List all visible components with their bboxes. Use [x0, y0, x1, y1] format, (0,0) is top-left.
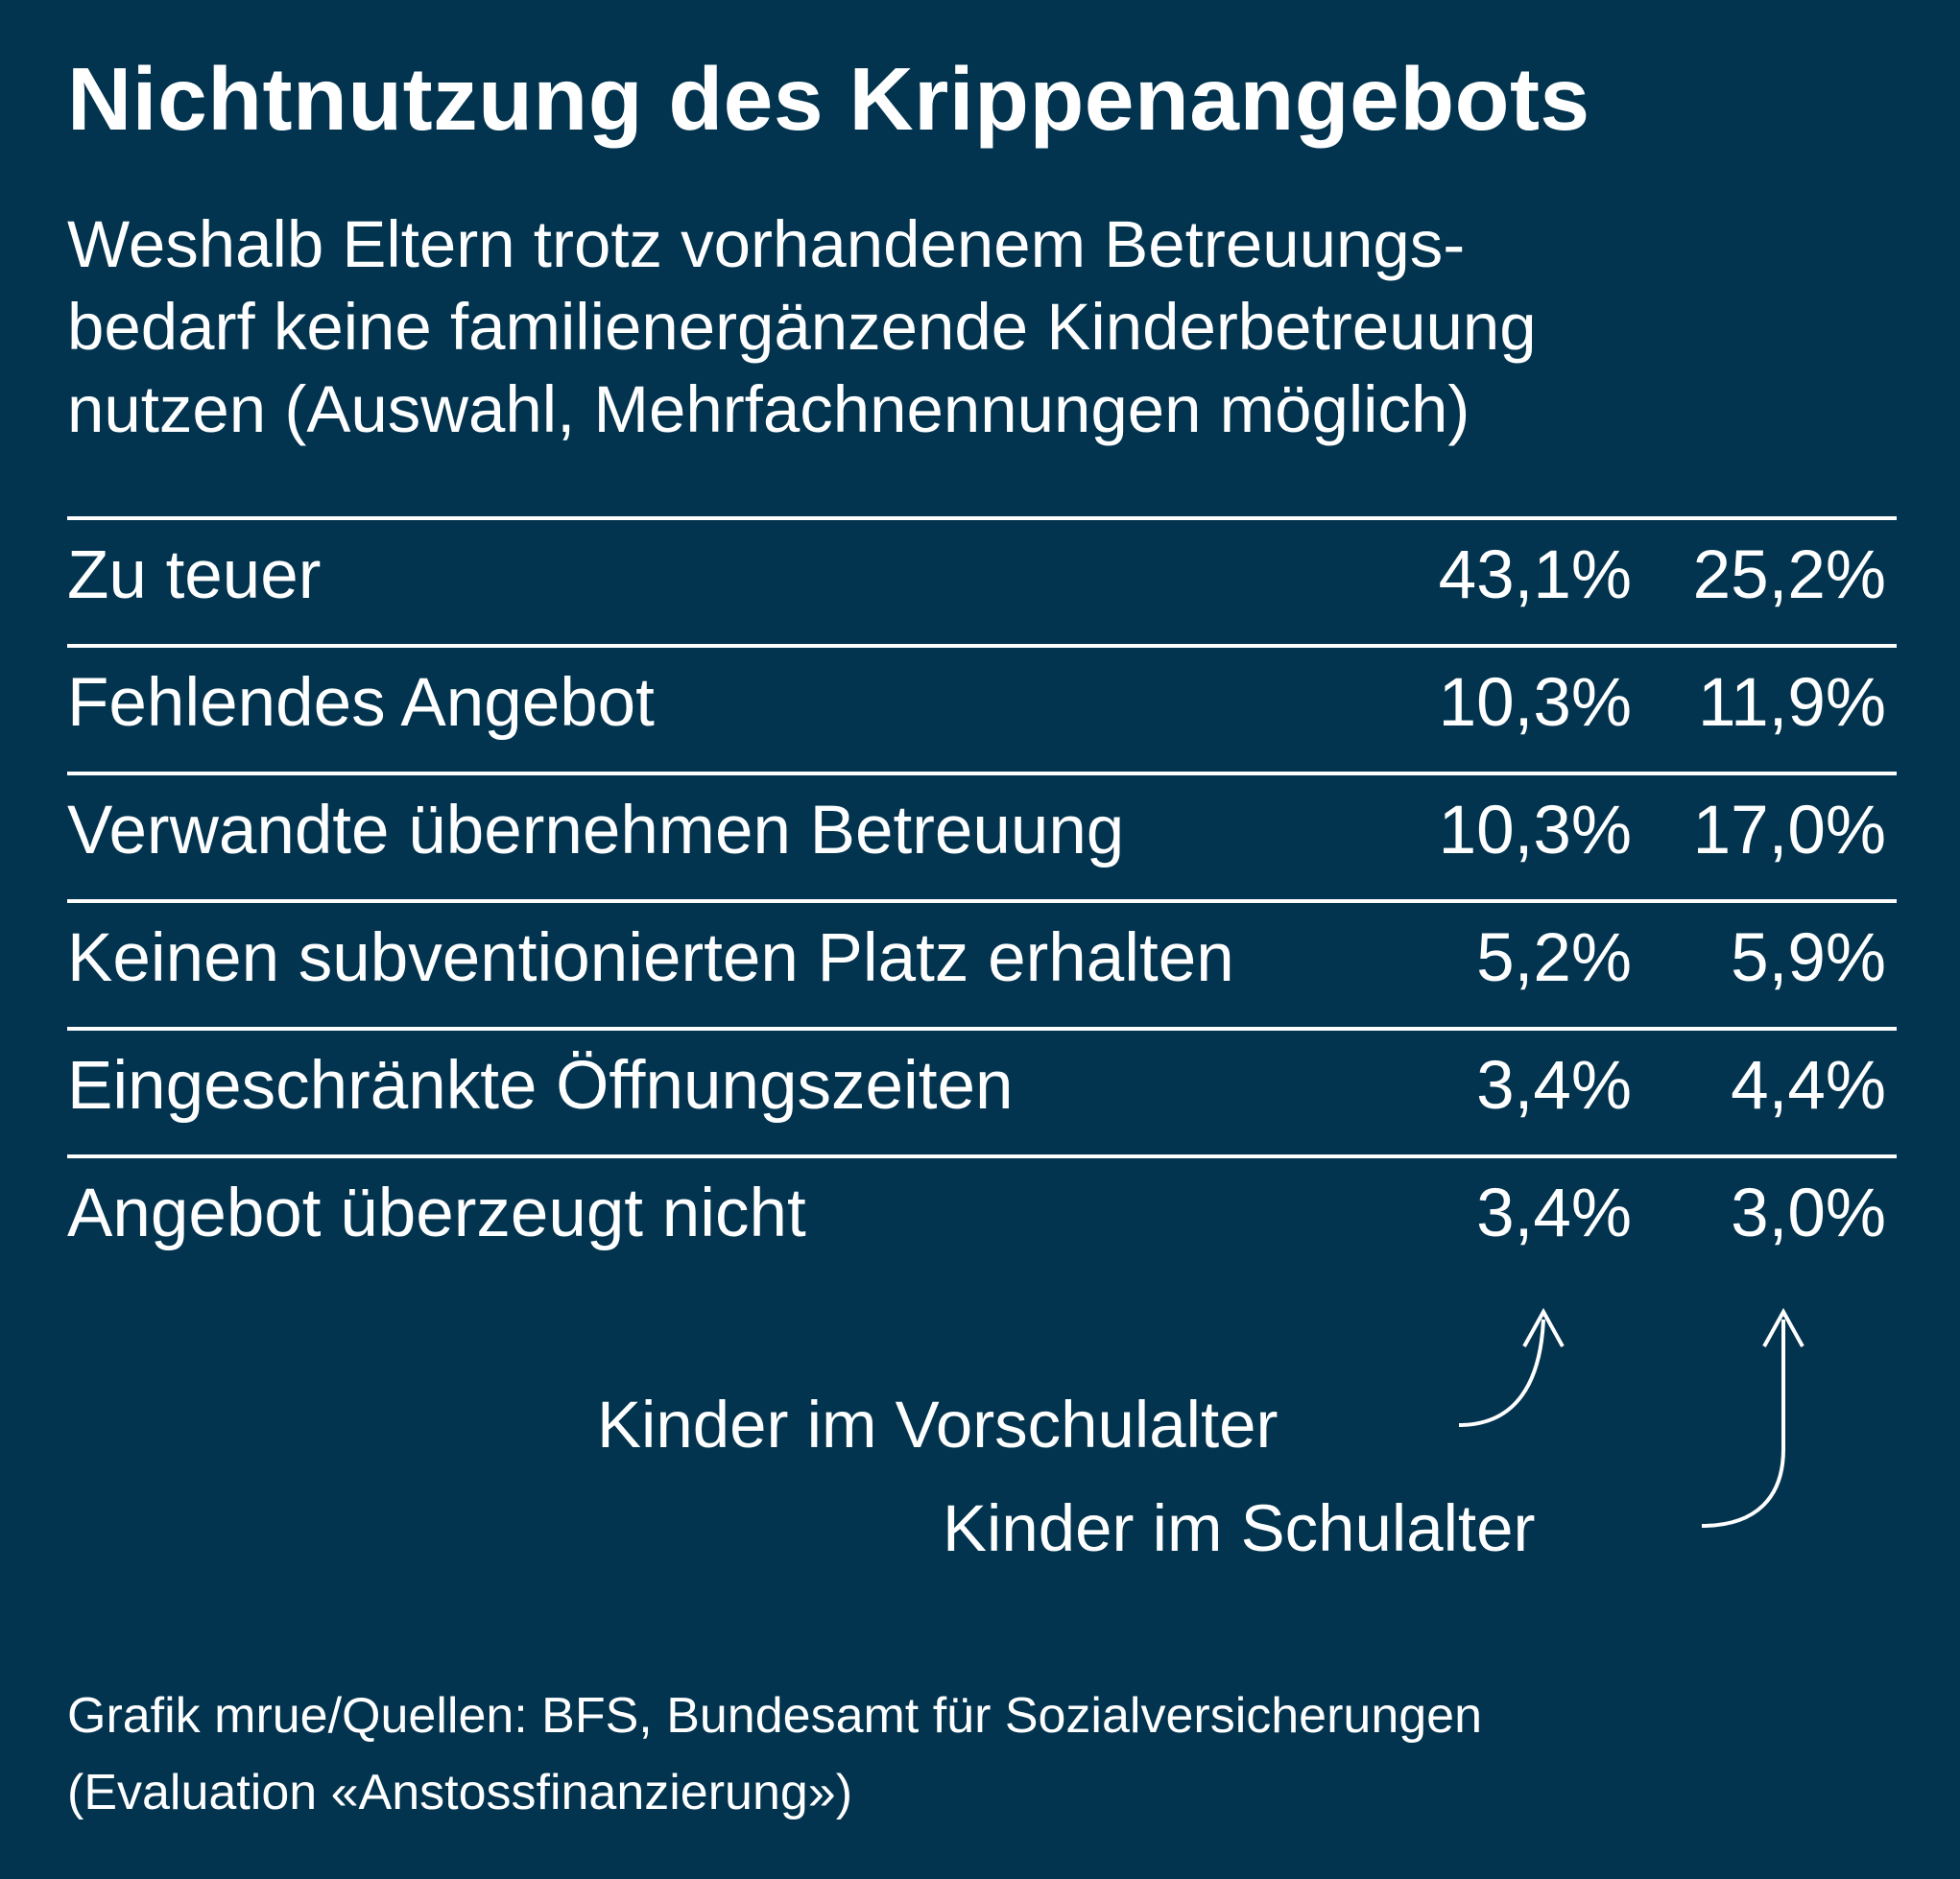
row-label: Eingeschränkte Öffnungszeiten: [67, 1048, 1014, 1124]
chart-subtitle: Weshalb Eltern trotz vorhandenem Betreuu…: [67, 203, 1891, 451]
arrowhead-schulalter: [1762, 1307, 1805, 1347]
value-vorschulalter: 10,3%: [1438, 793, 1632, 868]
row-label: Fehlendes Angebot: [67, 665, 655, 741]
row-label: Keinen subventionierten Platz erhalten: [67, 920, 1234, 996]
value-vorschulalter: 3,4%: [1476, 1176, 1632, 1251]
value-vorschulalter: 10,3%: [1438, 665, 1632, 741]
chart-title: Nichtnutzung des Krippenangebots: [67, 49, 1590, 149]
row-divider: [67, 644, 1897, 648]
value-schulalter: 5,9%: [1731, 920, 1886, 996]
row-label: Zu teuer: [67, 537, 322, 613]
legend-label-vorschulalter: Kinder im Vorschulalter: [597, 1388, 1279, 1462]
arrowhead-vorschulalter: [1522, 1307, 1565, 1347]
value-schulalter: 11,9%: [1697, 665, 1886, 741]
arrow-vorschulalter: [1458, 1319, 1545, 1427]
subtitle-line: nutzen (Auswahl, Mehrfachnennungen mögli…: [67, 372, 1470, 446]
row-divider: [67, 1154, 1897, 1158]
subtitle-line: bedarf keine familienergänzende Kinderbe…: [67, 290, 1537, 364]
row-label: Angebot überzeugt nicht: [67, 1176, 806, 1251]
row-label: Verwandte übernehmen Betreuung: [67, 793, 1125, 868]
value-vorschulalter: 3,4%: [1476, 1048, 1632, 1124]
value-schulalter: 3,0%: [1731, 1176, 1886, 1251]
row-divider: [67, 516, 1897, 520]
source-line: Grafik mrue/Quellen: BFS, Bundesamt für …: [67, 1688, 1483, 1744]
value-schulalter: 4,4%: [1731, 1048, 1886, 1124]
value-schulalter: 25,2%: [1692, 537, 1886, 613]
value-vorschulalter: 5,2%: [1476, 920, 1632, 996]
arrow-schulalter: [1701, 1320, 1785, 1528]
row-divider: [67, 772, 1897, 775]
source-note: Grafik mrue/Quellen: BFS, Bundesamt für …: [67, 1677, 1482, 1831]
value-vorschulalter: 43,1%: [1438, 537, 1632, 613]
subtitle-line: Weshalb Eltern trotz vorhandenem Betreuu…: [67, 207, 1466, 281]
row-divider: [67, 899, 1897, 903]
source-line: (Evaluation «Anstossfinanzierung»): [67, 1765, 853, 1820]
legend-label-schulalter: Kinder im Schulalter: [943, 1491, 1536, 1565]
row-divider: [67, 1027, 1897, 1031]
value-schulalter: 17,0%: [1692, 793, 1886, 868]
